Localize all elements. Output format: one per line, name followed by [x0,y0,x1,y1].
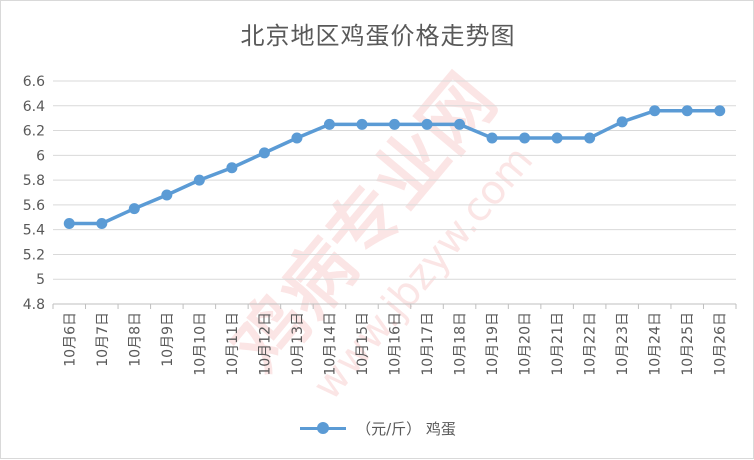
y-tick-label: 6 [36,148,45,164]
data-point [519,132,531,144]
x-tick-label: 10月15日 [355,312,371,376]
x-tick-label: 10月19日 [485,312,501,376]
x-tick-label: 10月17日 [420,312,436,376]
x-tick-label: 10月22日 [583,312,599,376]
chart-title: 北京地区鸡蛋价格走势图 [240,22,516,50]
data-point [161,189,173,201]
data-point [193,174,205,186]
x-tick-label: 10月8日 [127,312,143,367]
legend-label: （元/斤） 鸡蛋 [356,419,456,438]
data-point [258,147,270,159]
data-point [454,118,466,130]
data-point [291,132,303,144]
x-tick-label: 10月13日 [290,312,306,376]
data-point [323,118,335,130]
x-tick-label: 10月7日 [95,312,111,367]
data-point [616,116,628,128]
x-tick-label: 10月14日 [322,312,338,376]
x-tick-label: 10月18日 [453,312,469,376]
x-tick-label: 10月6日 [62,312,78,367]
y-tick-label: 4.8 [23,297,45,313]
x-tick-label: 10月20日 [518,312,534,376]
x-tick-label: 10月23日 [615,312,631,376]
y-tick-label: 5.8 [23,173,45,189]
legend-swatch-icon [300,421,347,435]
legend: （元/斤） 鸡蛋 [1,413,754,443]
data-point [226,162,238,174]
x-tick-label: 10月10日 [192,312,208,376]
x-tick-label: 10月16日 [388,312,404,376]
data-point [128,203,140,215]
x-tick-label: 10月21日 [550,312,566,376]
x-tick-label: 10月24日 [648,312,664,376]
y-tick-label: 5.6 [23,198,45,214]
y-tick-label: 6.4 [23,99,45,115]
y-tick-label: 5.4 [23,223,45,239]
x-tick-label: 10月26日 [713,312,729,376]
y-tick-label: 5 [36,272,45,288]
data-point [486,132,498,144]
data-point [584,132,596,144]
x-tick-label: 10月11日 [225,312,241,376]
data-point [96,217,108,229]
data-point [389,118,400,130]
data-point [356,118,368,130]
data-point [649,105,661,117]
data-point [421,118,433,130]
data-point [714,105,726,117]
y-tick-label: 6.6 [23,74,45,90]
x-tick-label: 10月9日 [160,312,176,367]
data-point [681,105,693,117]
y-tick-label: 5.2 [23,247,45,263]
y-tick-label: 6.2 [23,124,45,140]
x-tick-label: 10月25日 [680,312,696,376]
data-point [551,132,563,144]
x-tick-label: 10月12日 [257,312,273,376]
data-point [63,217,75,229]
